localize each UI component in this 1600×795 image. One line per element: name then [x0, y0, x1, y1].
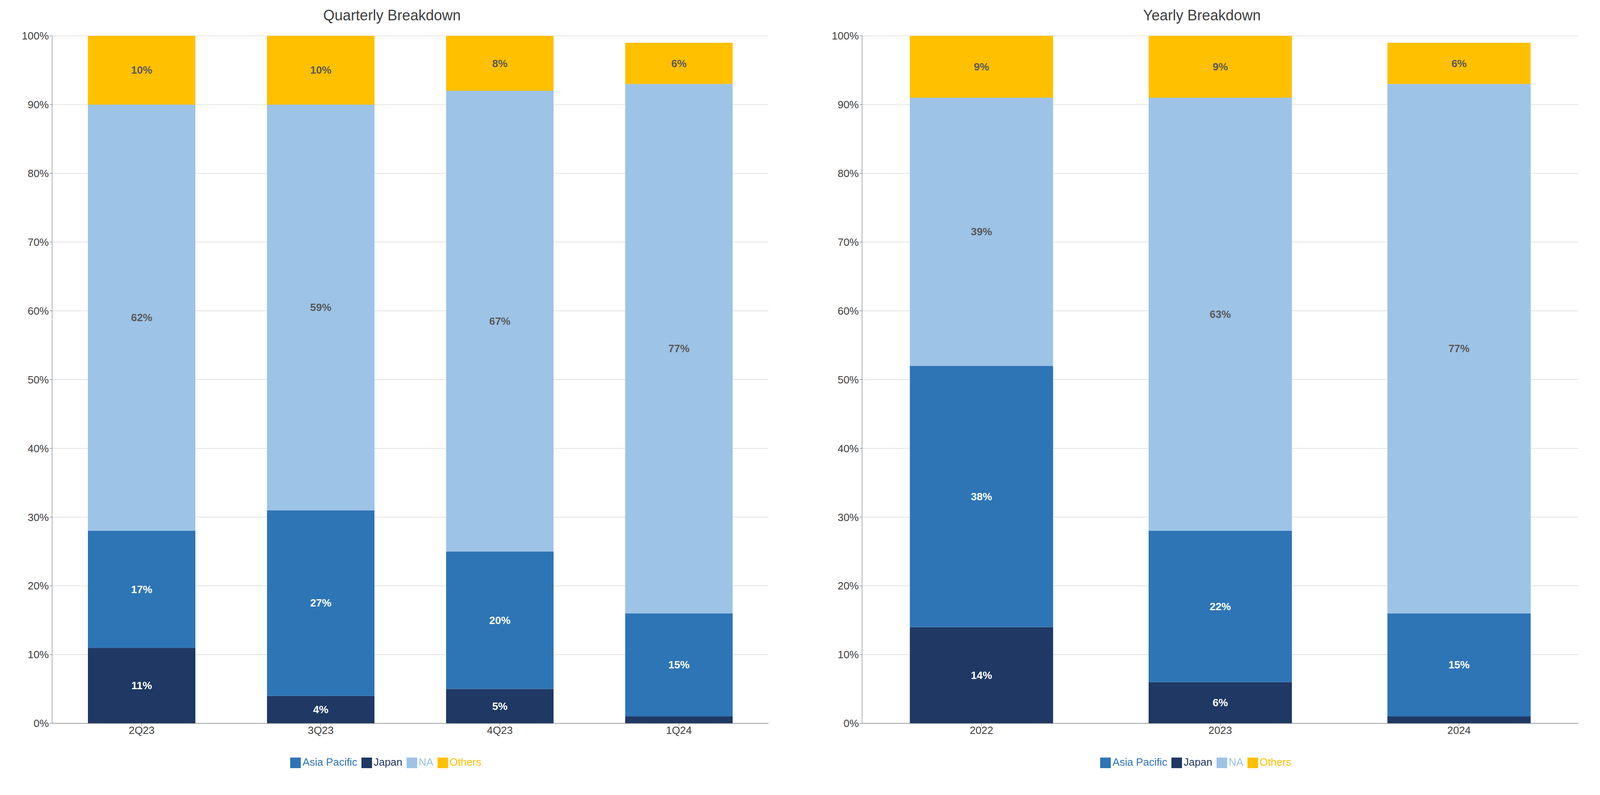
svg-text:90%: 90% [27, 98, 49, 111]
svg-text:90%: 90% [837, 98, 859, 111]
svg-text:15%: 15% [668, 658, 690, 671]
html-text:Asia Pacific: Asia Pacific [302, 755, 358, 769]
html-text:Asia Pacific: Asia Pacific [1112, 755, 1168, 769]
svg-text:5%: 5% [492, 700, 508, 713]
html-text:Yearly Breakdown: Yearly Breakdown [1143, 6, 1261, 24]
svg-text:4%: 4% [312, 703, 329, 716]
svg-text:2023: 2023 [1208, 724, 1233, 737]
svg-text:63%: 63% [1209, 308, 1231, 321]
svg-text:9%: 9% [1212, 60, 1228, 73]
svg-text:2024: 2024 [1447, 724, 1471, 737]
html-text:Others: Others [449, 755, 482, 769]
svg-text:77%: 77% [668, 342, 690, 355]
svg-text:67%: 67% [489, 315, 511, 328]
svg-text:40%: 40% [27, 442, 49, 455]
svg-text:70%: 70% [27, 236, 49, 249]
html-text:Japan: Japan [1183, 755, 1213, 769]
svg-text:77%: 77% [1448, 342, 1470, 355]
svg-text:20%: 20% [27, 579, 49, 592]
svg-text:60%: 60% [837, 304, 859, 318]
svg-text:62%: 62% [131, 311, 153, 324]
svg-text:1Q24: 1Q24 [665, 724, 692, 737]
svg-text:0%: 0% [843, 717, 859, 730]
svg-text:20%: 20% [837, 579, 859, 592]
svg-text:100%: 100% [21, 29, 50, 42]
svg-text:70%: 70% [837, 236, 859, 249]
svg-text:6%: 6% [1451, 57, 1467, 70]
svg-text:80%: 80% [27, 167, 49, 180]
svg-text:60%: 60% [27, 304, 49, 318]
html-text:Japan: Japan [373, 755, 403, 769]
html-text:NA: NA [1228, 755, 1244, 769]
html-text:NA: NA [418, 755, 434, 769]
svg-text:10%: 10% [310, 63, 332, 77]
svg-text:9%: 9% [974, 60, 990, 73]
svg-text:2Q23: 2Q23 [128, 724, 155, 737]
svg-text:6%: 6% [671, 57, 687, 70]
svg-text:27%: 27% [310, 596, 332, 609]
html-text:Quarterly Breakdown: Quarterly Breakdown [323, 6, 461, 24]
svg-text:40%: 40% [837, 442, 859, 455]
svg-text:50%: 50% [27, 373, 49, 386]
svg-text:39%: 39% [970, 225, 992, 238]
svg-text:0%: 0% [33, 717, 49, 730]
svg-text:10%: 10% [131, 63, 153, 77]
svg-text:14%: 14% [970, 669, 992, 682]
svg-text:4Q23: 4Q23 [486, 724, 513, 737]
svg-text:30%: 30% [837, 511, 859, 524]
html-text:Others: Others [1259, 755, 1292, 769]
svg-text:80%: 80% [837, 167, 859, 180]
svg-text:22%: 22% [1209, 600, 1231, 613]
svg-text:20%: 20% [489, 614, 511, 627]
svg-text:38%: 38% [970, 490, 992, 503]
svg-text:10%: 10% [27, 648, 49, 661]
svg-text:11%: 11% [131, 679, 153, 692]
svg-text:50%: 50% [837, 373, 859, 386]
svg-text:30%: 30% [27, 511, 49, 524]
svg-text:15%: 15% [1448, 658, 1470, 671]
svg-text:100%: 100% [831, 29, 860, 42]
svg-text:17%: 17% [131, 583, 153, 596]
svg-text:8%: 8% [492, 57, 508, 70]
svg-text:3Q23: 3Q23 [307, 724, 334, 737]
svg-text:2022: 2022 [969, 724, 994, 737]
svg-text:6%: 6% [1212, 696, 1228, 709]
svg-text:10%: 10% [837, 648, 859, 661]
svg-text:59%: 59% [310, 301, 332, 314]
